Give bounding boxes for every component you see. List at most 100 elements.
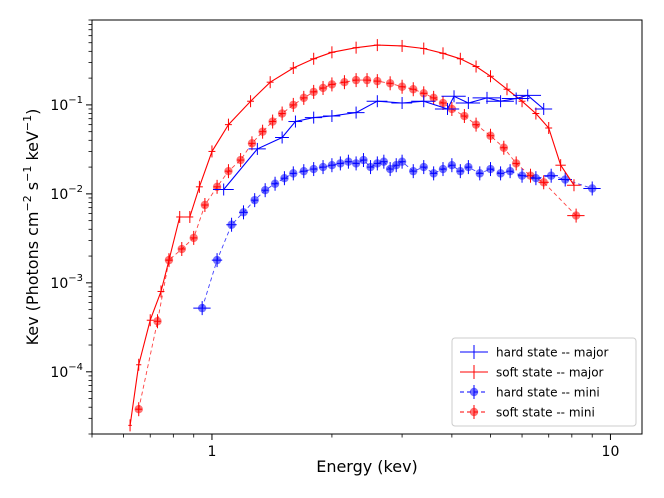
data-point bbox=[318, 83, 328, 93]
data-point bbox=[438, 98, 448, 108]
data-point bbox=[588, 184, 597, 193]
data-point bbox=[546, 171, 556, 180]
data-point bbox=[258, 127, 267, 136]
data-point bbox=[464, 162, 473, 172]
data-point bbox=[280, 174, 289, 183]
data-point bbox=[571, 211, 581, 220]
data-point bbox=[499, 143, 509, 152]
y-axis-label-part: Kev (Photons cm bbox=[23, 211, 42, 345]
data-point bbox=[429, 169, 438, 178]
legend-label: hard state -- major bbox=[496, 346, 609, 360]
data-point bbox=[460, 111, 469, 121]
data-point bbox=[531, 174, 541, 183]
data-point bbox=[289, 169, 298, 178]
x-tick-label: 1 bbox=[207, 444, 216, 460]
y-axis-label-part: −1 bbox=[21, 166, 34, 182]
data-point bbox=[200, 200, 210, 210]
series-soft-state-major bbox=[128, 39, 581, 432]
data-point bbox=[447, 161, 457, 170]
data-point bbox=[429, 93, 438, 103]
data-point bbox=[517, 171, 527, 180]
data-point bbox=[289, 100, 298, 110]
data-point bbox=[344, 157, 353, 166]
data-point bbox=[336, 159, 345, 168]
data-point bbox=[340, 77, 349, 87]
axis-ticks: 1 10 10−4 10−3 10−2 10−1 bbox=[50, 19, 620, 460]
legend-entry: soft state -- mini bbox=[460, 405, 595, 420]
legend: hard state -- major soft state -- major ha… bbox=[451, 337, 637, 427]
y-axis-label-part: s bbox=[23, 182, 42, 195]
data-point bbox=[227, 220, 236, 229]
data-point bbox=[189, 233, 198, 243]
legend-entry: soft state -- major bbox=[460, 365, 604, 380]
data-point bbox=[327, 161, 337, 170]
data-point bbox=[475, 169, 484, 178]
data-point bbox=[299, 166, 308, 176]
series-soft-state-mini bbox=[134, 73, 585, 417]
data-point bbox=[561, 175, 570, 184]
axes-frame bbox=[91, 19, 643, 435]
data-point bbox=[456, 166, 465, 176]
data-point bbox=[239, 208, 248, 217]
data-point bbox=[134, 404, 143, 414]
y-axis-label-part: −2 bbox=[21, 195, 34, 211]
data-point bbox=[212, 255, 222, 265]
data-point bbox=[153, 317, 162, 326]
y-axis-label: Kev (Photons cm−2 s−1 keV−1) bbox=[21, 109, 42, 346]
data-point bbox=[351, 159, 361, 168]
y-tick-label: 10−2 bbox=[50, 184, 83, 203]
data-point bbox=[362, 75, 372, 85]
data-point bbox=[539, 178, 548, 187]
data-point bbox=[486, 164, 495, 174]
data-point bbox=[409, 85, 418, 94]
data-point bbox=[236, 155, 245, 165]
data-point bbox=[366, 162, 375, 172]
data-point bbox=[309, 164, 318, 174]
data-point bbox=[373, 76, 382, 86]
data-point bbox=[327, 80, 337, 89]
data-point bbox=[379, 157, 389, 166]
data-point bbox=[197, 303, 207, 313]
data-point bbox=[277, 109, 287, 118]
legend-label: hard state -- mini bbox=[496, 386, 600, 400]
legend-marker bbox=[469, 387, 479, 397]
data-point bbox=[270, 179, 280, 188]
legend-box bbox=[451, 337, 637, 427]
data-point bbox=[397, 82, 407, 91]
data-point bbox=[373, 159, 382, 168]
data-point bbox=[351, 75, 361, 85]
series-hard-state-major bbox=[212, 89, 553, 196]
y-tick-label: 10−3 bbox=[50, 273, 83, 292]
legend-label: soft state -- major bbox=[496, 366, 604, 380]
x-axis-label: Energy (kev) bbox=[316, 457, 418, 476]
data-point bbox=[419, 162, 428, 172]
x-tick-label: 10 bbox=[602, 444, 620, 460]
legend-entry: hard state -- major bbox=[460, 345, 609, 360]
data-point bbox=[385, 164, 395, 174]
data-point bbox=[260, 185, 270, 195]
y-axis-label-part: −1 bbox=[21, 115, 34, 131]
data-point bbox=[309, 87, 318, 97]
data-point bbox=[471, 120, 481, 129]
data-point bbox=[496, 169, 505, 178]
data-point bbox=[299, 93, 308, 103]
data-point bbox=[486, 131, 495, 140]
data-point bbox=[409, 166, 418, 176]
series-line bbox=[201, 159, 593, 309]
y-tick-label: 10−1 bbox=[50, 95, 83, 114]
data-point bbox=[177, 244, 186, 254]
data-point bbox=[318, 162, 328, 172]
data-point bbox=[268, 117, 277, 126]
data-point bbox=[438, 164, 448, 174]
legend-label: soft state -- mini bbox=[496, 406, 595, 420]
data-point bbox=[511, 159, 521, 168]
legend-entry: hard state -- mini bbox=[460, 385, 600, 400]
plot-area bbox=[128, 39, 601, 432]
data-point bbox=[419, 89, 428, 98]
data-point bbox=[385, 79, 395, 88]
y-axis-label-part: keV bbox=[23, 131, 42, 166]
data-point bbox=[212, 182, 222, 192]
legend-marker bbox=[469, 407, 479, 417]
y-axis-label-part: ) bbox=[23, 109, 42, 115]
